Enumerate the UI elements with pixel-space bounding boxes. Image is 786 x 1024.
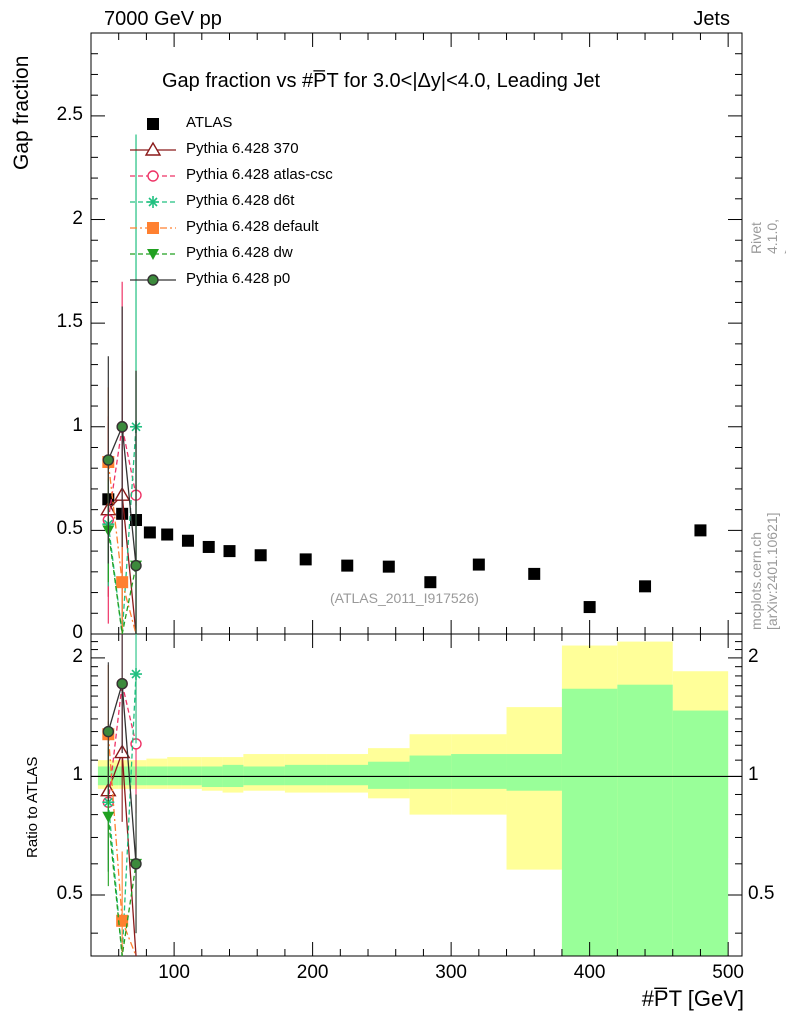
ratio-band-inner bbox=[326, 764, 369, 786]
y-axis-label: Gap fraction bbox=[10, 55, 33, 170]
y-tick-label: 2.5 bbox=[56, 103, 83, 125]
series-line bbox=[107, 426, 137, 521]
ratio-frame bbox=[90, 633, 743, 957]
ratio-band-inner bbox=[506, 754, 562, 791]
x-axis-label: #P̅T [GeV] bbox=[641, 986, 744, 1011]
legend-marker bbox=[147, 196, 159, 208]
legend-label: Pythia 6.428 370 bbox=[186, 140, 299, 157]
atlas-data-point bbox=[382, 560, 395, 573]
legend-entry-0 bbox=[147, 118, 159, 130]
ratio-line bbox=[107, 816, 137, 957]
atlas-data-point bbox=[299, 553, 312, 566]
ratio-point bbox=[102, 811, 115, 823]
mcplots-label: mcplots.cern.ch [arXiv:2401.10621] bbox=[748, 512, 780, 630]
star-stroke bbox=[131, 669, 141, 679]
legend-entry-2 bbox=[130, 170, 176, 182]
atlas-data-point bbox=[424, 576, 437, 589]
series-line bbox=[107, 426, 137, 635]
y-tick-label: 2 bbox=[72, 207, 83, 229]
series-6 bbox=[102, 306, 142, 634]
energy-label: 7000 GeV pp bbox=[104, 8, 222, 30]
mc-data-point bbox=[102, 454, 115, 466]
rivet-version-label: Rivet 4.1.0, ≥ 100k events bbox=[748, 218, 786, 254]
atlas-data-point bbox=[694, 524, 707, 537]
atlas-data-point bbox=[528, 567, 541, 580]
ratio-y-tick-label-right: 1 bbox=[748, 764, 759, 786]
ratio-series-3 bbox=[102, 664, 137, 957]
x-tick-label: 500 bbox=[712, 962, 744, 983]
ratio-band-inner bbox=[451, 754, 507, 789]
legend-label: Pythia 6.428 dw bbox=[186, 244, 293, 261]
ratio-y-tick-label-right: 0.5 bbox=[748, 882, 775, 904]
atlas-data-point bbox=[472, 558, 485, 571]
ratio-point bbox=[116, 914, 129, 927]
legend-label: Pythia 6.428 d6t bbox=[186, 192, 295, 209]
atlas-data-point bbox=[639, 580, 652, 593]
atlas-data-point bbox=[583, 601, 596, 614]
legend-marker bbox=[147, 274, 159, 286]
legend-label: ATLAS bbox=[186, 114, 233, 131]
mc-data-point bbox=[130, 559, 142, 572]
ratio-line bbox=[107, 683, 137, 803]
ratio-point bbox=[102, 725, 115, 738]
ratio-point bbox=[130, 858, 142, 870]
ratio-line bbox=[107, 734, 137, 957]
analysis-watermark: (ATLAS_2011_I917526) bbox=[330, 590, 479, 606]
atlas-data-point bbox=[254, 549, 267, 562]
ratio-y-tick-label: 0.5 bbox=[56, 882, 83, 904]
legend-entry-6 bbox=[130, 274, 176, 286]
legend-marker bbox=[144, 141, 162, 156]
star-stroke bbox=[148, 197, 158, 207]
atlas-data-point bbox=[181, 534, 194, 547]
legend-entry-1 bbox=[130, 141, 176, 156]
mc-data-point bbox=[116, 576, 129, 589]
y-tick-label: 0.5 bbox=[56, 518, 83, 540]
plot-title: Gap fraction vs #P̅T for 3.0<|Δy|<4.0, L… bbox=[162, 70, 601, 92]
legend-label: Pythia 6.428 default bbox=[186, 218, 319, 235]
legend-label: Pythia 6.428 atlas-csc bbox=[186, 166, 333, 183]
atlas-data-point bbox=[223, 545, 236, 558]
atlas-data-point bbox=[161, 528, 174, 541]
mc-data-point bbox=[116, 421, 128, 433]
legend-label: Pythia 6.428 p0 bbox=[186, 270, 291, 287]
ratio-band-inner bbox=[561, 688, 618, 956]
ratio-y-tick-label: 1 bbox=[72, 764, 83, 786]
jets-label: Jets bbox=[693, 8, 730, 30]
ratio-y-tick-label-right: 2 bbox=[748, 645, 759, 667]
ratio-series-5 bbox=[102, 634, 142, 934]
ratio-band-inner bbox=[617, 684, 673, 956]
legend-entry-4 bbox=[130, 222, 176, 234]
ratio-band-inner bbox=[409, 755, 452, 789]
y-tick-label: 1.5 bbox=[56, 311, 83, 333]
y-tick-label: 1 bbox=[72, 414, 83, 436]
ratio-y-tick-label: 2 bbox=[72, 645, 83, 667]
ratio-band-inner bbox=[284, 764, 327, 786]
x-tick-label: 200 bbox=[296, 962, 329, 983]
ratio-band-inner bbox=[368, 761, 410, 789]
legend-entry-3 bbox=[130, 196, 176, 208]
ratio-y-axis-label: Ratio to ATLAS bbox=[24, 756, 41, 858]
atlas-data-point bbox=[341, 559, 354, 572]
x-tick-label: 400 bbox=[573, 962, 606, 983]
legend-entry-5 bbox=[130, 249, 176, 260]
series-0 bbox=[102, 493, 707, 614]
legend-marker bbox=[147, 170, 159, 182]
y-tick-label: 0 bbox=[72, 622, 83, 643]
atlas-data-point bbox=[143, 526, 156, 539]
legend-marker bbox=[147, 118, 159, 130]
atlas-data-point bbox=[202, 540, 215, 553]
legend-marker bbox=[147, 249, 159, 260]
x-tick-label: 300 bbox=[435, 962, 467, 983]
ratio-band-inner bbox=[672, 710, 729, 956]
ratio-point bbox=[130, 668, 143, 681]
legend-marker bbox=[147, 222, 159, 234]
ratio-point bbox=[116, 677, 128, 690]
x-tick-label: 100 bbox=[158, 962, 190, 983]
